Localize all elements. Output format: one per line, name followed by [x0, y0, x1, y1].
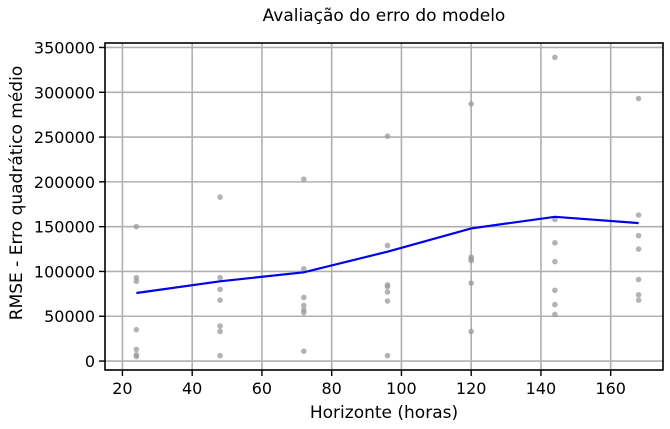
x-tick-label: 140 [526, 379, 557, 398]
scatter-point [552, 287, 558, 294]
scatter-point [300, 265, 307, 272]
scatter-point [300, 302, 307, 309]
y-tick-label: 100000 [34, 262, 95, 281]
mean-line [136, 215, 639, 295]
x-tick-label: 160 [595, 379, 626, 398]
scatter-point [635, 212, 642, 218]
scatter-point [300, 309, 307, 316]
y-tick-label: 350000 [34, 38, 95, 57]
scatter-point [133, 326, 140, 333]
scatter-point [468, 101, 474, 107]
x-tick-label: 20 [112, 379, 132, 398]
y-tick-label: 200000 [34, 173, 95, 192]
x-axis-ticks: 20 40 60 80 100 120 140 160 [112, 370, 626, 398]
scatter-point [217, 274, 223, 281]
scatter-point [133, 223, 140, 230]
y-tick-label: 250000 [34, 128, 95, 147]
x-tick-label: 80 [322, 379, 342, 398]
scatter-point [552, 54, 558, 61]
x-axis-label: Horizonte (horas) [310, 403, 458, 423]
scatter-point [384, 133, 391, 139]
y-axis-label: RMSE - Erro quadrático médio [7, 66, 27, 320]
scatter-point [552, 239, 558, 246]
scatter-point [300, 176, 307, 182]
scatter-point [635, 276, 642, 283]
scatter-point [552, 258, 558, 265]
x-tick-label: 120 [456, 379, 487, 398]
scatter-point [217, 286, 223, 293]
scatter-point [635, 95, 642, 102]
scatter-point [635, 297, 642, 303]
scatter-point [384, 289, 391, 295]
scatter-point [468, 328, 474, 335]
y-axis-ticks: 0 50000 100000 150000 200000 250000 300000 3500… [34, 38, 105, 371]
scatter-point [468, 257, 474, 264]
plot-frame [104, 42, 664, 371]
chart-title: Avaliação do erro do modelo [263, 6, 506, 26]
scatter-point [133, 346, 140, 353]
y-tick-label: 0 [85, 352, 95, 371]
scatter-point [635, 291, 642, 298]
scatter-point [217, 352, 223, 359]
scatter-point [133, 353, 140, 360]
x-tick-label: 40 [182, 379, 202, 398]
y-tick-label: 150000 [34, 218, 95, 237]
scatter-point [552, 311, 558, 318]
scatter-point [468, 280, 474, 286]
scatter-point [384, 283, 391, 290]
scatter-point [217, 328, 223, 335]
y-tick-label: 300000 [34, 83, 95, 102]
scatter-point [384, 298, 391, 304]
scatter-point [635, 232, 642, 239]
y-tick-label: 50000 [44, 307, 95, 326]
mean-line-path [136, 215, 639, 295]
scatter-point [384, 242, 391, 249]
scatter-point [635, 246, 642, 252]
scatter-point [300, 348, 307, 354]
scatter-point [300, 294, 307, 301]
scatter-point [552, 301, 558, 308]
x-tick-label: 60 [252, 379, 272, 398]
scatter-point [133, 278, 140, 285]
scatter-point [217, 297, 223, 303]
scatter-point [217, 194, 223, 200]
x-tick-label: 100 [386, 379, 417, 398]
scatter-point [384, 352, 391, 359]
scatter-point [217, 323, 223, 329]
grid-lines [105, 43, 663, 370]
scatter-points [133, 54, 642, 360]
